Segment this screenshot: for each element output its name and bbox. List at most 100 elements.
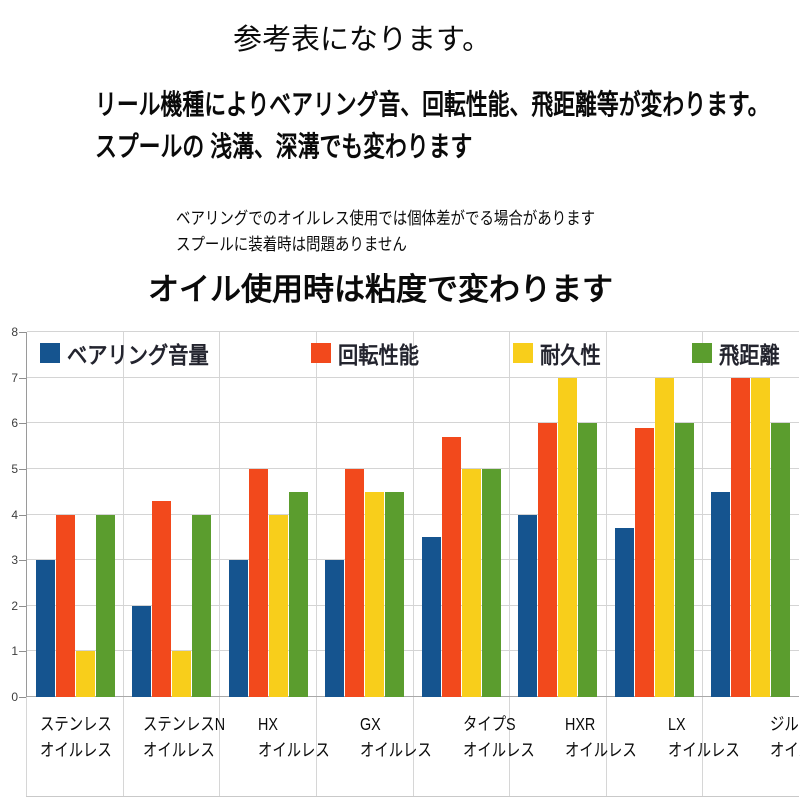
category-separator bbox=[509, 332, 511, 796]
category-separator bbox=[605, 332, 607, 796]
bar-回転性能-ステンレス bbox=[55, 514, 75, 697]
y-axis-label-3: 3 bbox=[11, 553, 18, 568]
bar-ベアリング音量-HXR bbox=[518, 514, 538, 697]
description-line-2: スプールの 浅溝、深溝でも変わります bbox=[95, 131, 473, 162]
x-axis-label-divider bbox=[26, 697, 27, 796]
chart-legend: ベアリング音量 回転性能 耐久性 飛距離 bbox=[40, 336, 788, 370]
bar-飛距離-GX bbox=[385, 491, 405, 697]
category-label-row: ステンレス オイルレス ステンレスN オイルレス HX オイルレス GX オイルレス タイプS オ… bbox=[27, 705, 800, 764]
bar-ベアリング音量-GX bbox=[325, 560, 345, 697]
y-axis-label-7: 7 bbox=[11, 370, 18, 385]
category-label-text: タイプS オイルレス bbox=[463, 711, 535, 764]
y-axis-label-2: 2 bbox=[11, 598, 18, 613]
bar-耐久性-タイプS bbox=[461, 468, 481, 697]
bar-飛距離-ステンレス bbox=[95, 514, 115, 697]
category-line-1: タイプS bbox=[462, 714, 516, 734]
category-line-1: HXR bbox=[565, 714, 596, 734]
bar-回転性能-ステンレスN bbox=[152, 500, 172, 697]
bar-ベアリング音量-タイプS bbox=[421, 537, 441, 697]
y-axis-label-1: 1 bbox=[11, 644, 18, 659]
category-label-1: ステンレスオイルレス bbox=[27, 705, 130, 764]
legend-swatch-icon bbox=[692, 343, 712, 363]
legend-label: 回転性能 bbox=[338, 342, 419, 368]
category-line-1: ステンレスN bbox=[142, 714, 225, 734]
gridline-y-2 bbox=[27, 604, 799, 606]
legend-swatch-icon bbox=[311, 343, 331, 363]
category-label-text: ステンレスオイルレス bbox=[40, 711, 112, 764]
legend-label: ベアリング音量 bbox=[67, 342, 209, 368]
category-label-5: タイプS オイルレス bbox=[450, 705, 553, 764]
bar-回転性能-HXR bbox=[538, 423, 558, 697]
bar-耐久性-HXR bbox=[558, 377, 578, 697]
gridline-y-3 bbox=[27, 559, 799, 561]
y-tick-4 bbox=[19, 514, 26, 516]
gridline-y-0 bbox=[27, 696, 799, 697]
bar-耐久性-ステンレスN bbox=[172, 651, 192, 697]
description-line-1: リール機種によりベアリング音、回転性能、飛距離等が変わります。 bbox=[95, 89, 770, 120]
note-line-1: ベアリングでのオイルレス使用では個体差がでる場合があります bbox=[176, 209, 596, 228]
bar-回転性能-LX bbox=[634, 427, 654, 697]
bar-回転性能-ジルコニア bbox=[731, 377, 751, 697]
category-line-1: ステンレス bbox=[40, 714, 112, 734]
bar-ベアリング音量-HX bbox=[228, 560, 248, 697]
category-label-3: HX オイルレス bbox=[245, 705, 348, 764]
category-label-text: LX オイルレス bbox=[668, 711, 740, 764]
bar-group-3 bbox=[220, 332, 317, 697]
category-label-2: ステンレスN オイルレス bbox=[130, 705, 245, 764]
bar-group-5 bbox=[413, 332, 510, 697]
y-axis-label-8: 8 bbox=[11, 325, 18, 339]
bar-飛距離-LX bbox=[674, 423, 694, 697]
y-tick-0 bbox=[19, 697, 26, 698]
bar-group-6 bbox=[510, 332, 607, 697]
y-tick-1 bbox=[19, 651, 26, 653]
y-axis-label-0: 0 bbox=[11, 690, 18, 704]
gridline-y-6 bbox=[27, 422, 799, 424]
bar-飛距離-ステンレスN bbox=[192, 514, 212, 697]
category-line-1: HX bbox=[257, 714, 278, 734]
plot-area bbox=[27, 331, 799, 697]
y-axis-label-5: 5 bbox=[11, 461, 18, 476]
legend-swatch-icon bbox=[513, 343, 533, 363]
bar-ベアリング音量-ジルコニア bbox=[711, 491, 731, 697]
category-label-4: GX オイルレス bbox=[347, 705, 450, 764]
gridline-y-4 bbox=[27, 513, 799, 515]
category-label-8: ジルコニアオイルレス bbox=[757, 705, 800, 764]
category-line-2: オイルレス bbox=[667, 740, 740, 761]
category-separator bbox=[412, 332, 414, 796]
category-line-1: LX bbox=[667, 714, 686, 734]
chart-grid-area bbox=[26, 332, 799, 797]
y-tick-6 bbox=[19, 423, 26, 425]
description-text: リール機種によりベアリング音、回転性能、飛距離等が変わります。 スプールの 浅溝… bbox=[95, 84, 769, 168]
category-label-text: HX オイルレス bbox=[258, 711, 330, 764]
category-line-2: オイルレス bbox=[360, 740, 432, 761]
category-label-text: ジルコニアオイルレス bbox=[770, 711, 800, 764]
y-axis-line bbox=[26, 332, 27, 697]
gridline-y-7 bbox=[27, 376, 799, 378]
bar-ベアリング音量-ステンレスN bbox=[132, 605, 152, 697]
bar-ベアリング音量-ステンレス bbox=[35, 560, 55, 697]
category-separator bbox=[122, 332, 124, 796]
y-tick-5 bbox=[19, 468, 26, 470]
bar-ベアリング音量-LX bbox=[614, 528, 634, 697]
category-line-1: GX bbox=[360, 714, 381, 734]
category-line-2: オイルレス bbox=[40, 740, 112, 761]
bar-group-7 bbox=[606, 332, 703, 697]
note-line-2: スプールに装着時は問題ありません bbox=[176, 235, 407, 255]
y-axis-label-6: 6 bbox=[11, 416, 18, 431]
y-axis-label-4: 4 bbox=[11, 507, 18, 522]
legend-item-飛距離: 飛距離 bbox=[692, 336, 788, 370]
bar-飛距離-HXR bbox=[578, 423, 598, 697]
y-tick-3 bbox=[19, 560, 26, 562]
bar-飛距離-HX bbox=[288, 491, 308, 697]
y-tick-8 bbox=[19, 332, 26, 333]
category-label-text: GX オイルレス bbox=[360, 711, 432, 764]
bar-耐久性-ジルコニア bbox=[751, 377, 771, 697]
category-line-2: オイルレス bbox=[770, 740, 800, 761]
bar-耐久性-GX bbox=[365, 491, 385, 697]
category-line-2: オイルレス bbox=[257, 740, 330, 761]
category-separator bbox=[219, 332, 221, 796]
category-line-2: オイルレス bbox=[462, 740, 535, 761]
legend-item-耐久性: 耐久性 bbox=[513, 336, 609, 370]
category-label-text: ステンレスN オイルレス bbox=[143, 711, 225, 764]
note-text: ベアリングでのオイルレス使用では個体差がでる場合があります スプールに装着時は問… bbox=[176, 206, 595, 259]
